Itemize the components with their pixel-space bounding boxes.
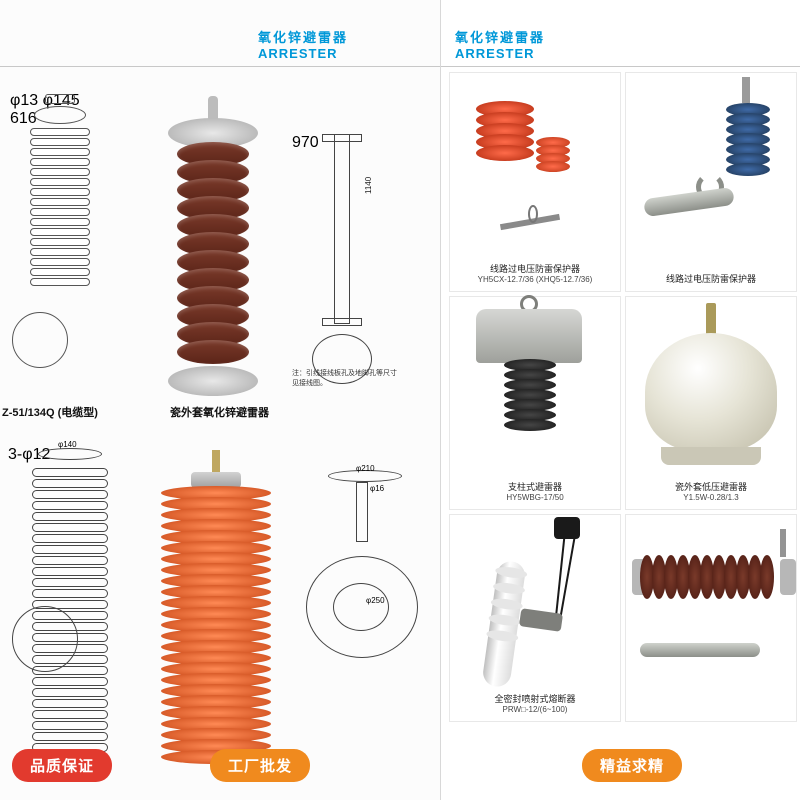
label-title: 全密封喷射式熔断器 xyxy=(494,694,575,705)
label-title: 瓷外套低压避雷器 xyxy=(675,482,747,493)
schematic-z51: φ13 φ145 616 xyxy=(10,92,110,372)
product-illustration xyxy=(626,515,796,711)
dim-h2: 970 xyxy=(292,134,319,151)
label-sub: YH5CX-12.7/36 (XHQ5-12.7/36) xyxy=(478,275,593,285)
dim-top4: φ210 xyxy=(356,464,375,473)
header-cn: 氧化锌避雷器 xyxy=(455,27,545,46)
porcelain-caption: 瓷外套氧化锌避雷器 xyxy=(170,404,269,420)
z51-caption: Z-51/134Q (电缆型) xyxy=(2,404,98,420)
product-illustration xyxy=(450,73,620,260)
product-grid: 线路过电压防雷保护器 YH5CX-12.7/36 (XHQ5-12.7/36) … xyxy=(449,72,800,800)
polymer-arrester-photo xyxy=(156,450,276,790)
header-en: ARRESTER xyxy=(455,46,535,61)
header-cn: 氧化锌避雷器 xyxy=(258,27,348,46)
dim-pin4: φ16 xyxy=(370,484,384,493)
badge-quality: 品质保证 xyxy=(12,749,112,782)
dim-h: 616 xyxy=(10,110,37,127)
rule xyxy=(0,66,440,67)
product-cell: 支柱式避雷器 HY5WBG-17/50 xyxy=(449,296,621,510)
dim-top: φ13 xyxy=(10,92,38,109)
product-cell: 瓷外套低压避雷器 Y1.5W-0.28/1.3 xyxy=(625,296,797,510)
schematic-lower-left: φ140 3-φ12 xyxy=(8,446,133,786)
product-illustration xyxy=(450,297,620,478)
left-page: 氧化锌避雷器 ARRESTER φ13 φ145 616 xyxy=(0,0,440,800)
porcelain-arrester-photo xyxy=(148,96,278,396)
right-page: 氧化锌避雷器 ARRESTER 线路过电压防雷保护器 YH5CX-12.7/36… xyxy=(440,0,800,800)
product-cell: 线路过电压防雷保护器 xyxy=(625,72,797,292)
product-label: 线路过电压防雷保护器 YH5CX-12.7/36 (XHQ5-12.7/36) xyxy=(478,264,593,285)
label-sub: Y1.5W-0.28/1.3 xyxy=(675,493,747,503)
dim-h1: 1140 xyxy=(364,177,373,194)
label-sub: HY5WBG-17/50 xyxy=(506,493,563,503)
label-title: 支柱式避雷器 xyxy=(506,482,563,493)
product-label: 瓷外套低压避雷器 Y1.5W-0.28/1.3 xyxy=(675,482,747,503)
label-title: 线路过电压防雷保护器 xyxy=(666,274,756,285)
header-en: ARRESTER xyxy=(258,46,338,61)
label-sub: PRW□-12/(6~100) xyxy=(494,705,575,715)
footnote: 注：引线接线板孔及地脚孔等尺寸见接线图。 xyxy=(292,368,402,388)
product-illustration xyxy=(626,297,796,478)
product-cell: 全密封喷射式熔断器 PRW□-12/(6~100) xyxy=(449,514,621,722)
schematic-porcelain-dims: 1140 970 注：引线接线板孔及地脚孔等尺寸见接线图。 xyxy=(292,134,402,394)
catalog-spread: 氧化锌避雷器 ARRESTER φ13 φ145 616 xyxy=(0,0,800,800)
badge-wholesale: 工厂批发 xyxy=(210,749,310,782)
section-header-right: 氧化锌避雷器 ARRESTER xyxy=(455,26,545,62)
label-title: 线路过电压防雷保护器 xyxy=(478,264,593,275)
product-label: 线路过电压防雷保护器 xyxy=(666,274,756,285)
product-label: 支柱式避雷器 HY5WBG-17/50 xyxy=(506,482,563,503)
rule xyxy=(441,66,800,67)
product-label: 全密封喷射式熔断器 PRW□-12/(6~100) xyxy=(494,694,575,715)
product-cell: 线路过电压防雷保护器 YH5CX-12.7/36 (XHQ5-12.7/36) xyxy=(449,72,621,292)
dim-pcd: φ250 xyxy=(366,596,385,605)
product-illustration xyxy=(626,73,796,270)
product-cell xyxy=(625,514,797,722)
schematic-polymer-dims: φ210 φ16 φ250 xyxy=(300,468,430,748)
product-illustration xyxy=(450,515,620,690)
section-header-left: 氧化锌避雷器 ARRESTER xyxy=(258,26,348,62)
badge-excellence: 精益求精 xyxy=(582,749,682,782)
